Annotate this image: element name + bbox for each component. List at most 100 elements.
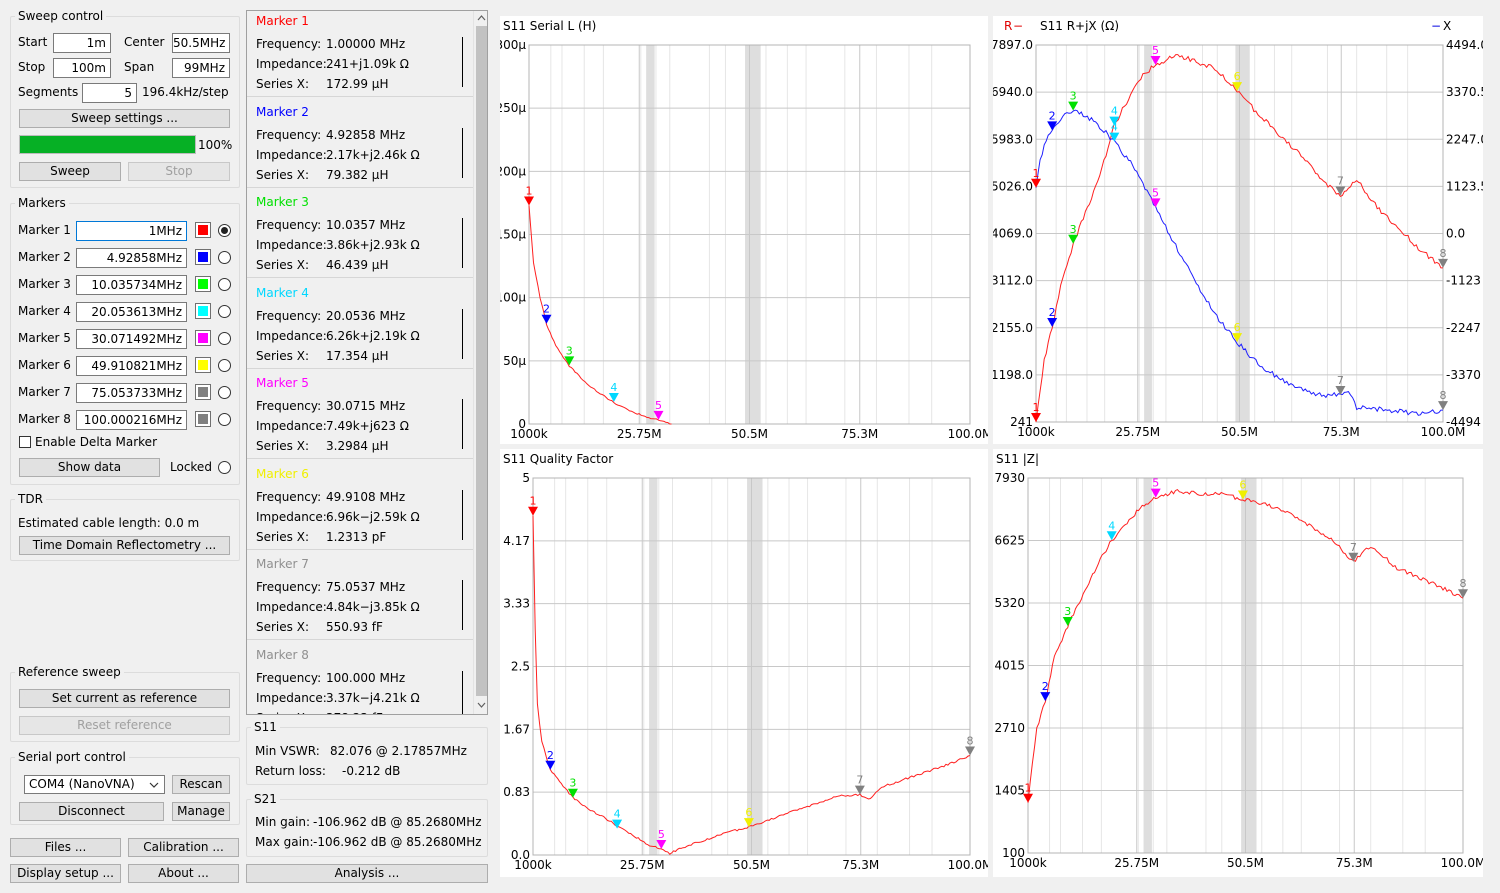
marker-8-color-button[interactable] [195,411,211,427]
about-button[interactable]: About ... [128,864,239,883]
rescan-button[interactable]: Rescan [172,775,230,794]
manage-button[interactable]: Manage [172,802,230,821]
impedance-marker-label-7: 7 [1350,541,1357,554]
impedance-marker-1[interactable] [1023,793,1033,803]
quality-marker-6[interactable] [743,818,754,828]
marker-2-frequency-field[interactable]: 4.92858MHz [76,248,187,268]
quality-marker-2[interactable] [545,760,556,770]
scroll-up-icon[interactable] [474,11,488,25]
marker-2-color-button[interactable] [195,249,211,265]
r-jx-marker-5[interactable] [1150,198,1161,208]
impedance-marker-2[interactable] [1040,692,1051,702]
serial-l-marker-1[interactable] [524,196,534,206]
marker-info-ser-label: Series X: [256,620,309,634]
marker-3-active-radio[interactable] [218,278,231,291]
marker-info-panel[interactable]: Marker 1 Frequency: 1.00000 MHz Impedance: 2… [246,10,488,715]
sweep-settings-button[interactable]: Sweep settings ... [19,109,230,128]
analysis-button[interactable]: Analysis ... [246,864,488,883]
marker-info-scrollbar[interactable] [473,11,488,714]
quality-marker-5[interactable] [656,839,667,849]
r-jx-marker-2[interactable] [1047,318,1058,328]
quality-marker-4[interactable] [612,819,623,829]
chart-serial-l[interactable]: S11 Serial L (H) 0 50μ 100μ 150μ 200μ 250μ 300… [500,16,988,444]
r-jx-marker-1[interactable] [1031,413,1041,422]
marker-5-frequency-field[interactable]: 30.071492MHz [76,329,187,349]
locked-radio[interactable] [218,461,231,474]
quality-marker-1[interactable] [528,506,538,516]
files-button[interactable]: Files ... [10,838,121,857]
set-reference-button[interactable]: Set current as reference [19,689,230,708]
marker-8-frequency-field[interactable]: 100.000216MHz [76,410,187,430]
marker-3-color-button[interactable] [195,276,211,292]
chart-quality-factor[interactable]: S11 Quality Factor 0.0 0.83 1.67 2.5 3.33 4.1… [500,449,988,877]
marker-1-active-radio[interactable] [218,224,231,237]
marker-4-color-button[interactable] [195,303,211,319]
marker-1-color-button[interactable] [195,222,211,238]
stop-field[interactable]: 100m [53,58,111,78]
chart-r-jx[interactable]: R − S11 R+jX (Ω) − X 241 1198.0 2155.0 3112… [993,16,1483,444]
marker-1-frequency-field[interactable]: 1MHz [76,221,187,241]
serial-l-marker-2[interactable] [541,314,552,324]
quality-marker-3[interactable] [567,788,578,798]
show-data-button[interactable]: Show data [19,458,160,477]
start-field[interactable]: 1m [53,33,111,53]
chevron-down-icon [149,782,159,788]
impedance-marker-6[interactable] [1237,490,1248,500]
scroll-thumb[interactable] [476,26,487,696]
r-jx-marker-7[interactable] [1335,186,1346,196]
calibration-button[interactable]: Calibration ... [128,838,239,857]
marker-7-active-radio[interactable] [218,386,231,399]
r-jx-marker-1[interactable] [1031,178,1041,188]
segments-field[interactable]: 5 [82,83,137,103]
r-jx-marker-6[interactable] [1232,333,1243,343]
marker-5-active-radio[interactable] [218,332,231,345]
r-jx-marker-2[interactable] [1047,121,1058,131]
tdr-button[interactable]: Time Domain Reflectometry ... [19,536,230,555]
r-jx-marker-6[interactable] [1232,82,1243,92]
marker-5-color-button[interactable] [195,330,211,346]
marker-4-frequency-field[interactable]: 20.053613MHz [76,302,187,322]
r-jx-marker-8[interactable] [1438,401,1448,411]
r-jx-marker-4[interactable] [1109,132,1120,142]
impedance-marker-4[interactable] [1106,531,1117,541]
chart-r-jx-plot: 2411198.02155.03112.04069.05026.05983.06… [993,38,1483,439]
impedance-marker-3[interactable] [1062,616,1073,626]
marker-6-color-button[interactable] [195,357,211,373]
marker-4-active-radio[interactable] [218,305,231,318]
r-jx-marker-3[interactable] [1068,234,1079,244]
r-jx-marker-5[interactable] [1150,56,1161,66]
stop-button[interactable]: Stop [128,162,230,181]
r-jx-marker-7[interactable] [1335,385,1346,395]
impedance-marker-8[interactable] [1458,589,1468,599]
marker-6-active-radio[interactable] [218,359,231,372]
r-jx-marker-3[interactable] [1068,101,1079,111]
impedance-marker-5[interactable] [1150,488,1161,498]
marker-info-3: Marker 3 Frequency: 10.0357 MHz Impedance: 3… [247,192,473,278]
marker-8-active-radio[interactable] [218,413,231,426]
impedance-marker-7[interactable] [1348,552,1359,562]
marker-info-ser-value: 550.93 fF [326,620,383,634]
marker-7-color-button[interactable] [195,384,211,400]
sweep-button[interactable]: Sweep [19,162,121,181]
marker-7-frequency-field[interactable]: 75.053733MHz [76,383,187,403]
quality-marker-7[interactable] [854,785,865,795]
center-field[interactable]: 50.5MHz [172,33,230,53]
marker-2-active-radio[interactable] [218,251,231,264]
display-setup-button[interactable]: Display setup ... [10,864,121,883]
span-field[interactable]: 99MHz [172,58,230,78]
delta-marker-checkbox[interactable] [19,436,31,448]
serial-l-marker-5[interactable] [653,410,664,420]
r-jx-marker-8[interactable] [1438,258,1448,268]
quality-marker-8[interactable] [965,746,975,756]
reset-reference-button[interactable]: Reset reference [19,716,230,735]
serial-l-marker-3[interactable] [564,356,575,366]
r-jx-y2-tick: 2247.0 [1446,132,1483,146]
marker-3-frequency-field[interactable]: 10.035734MHz [76,275,187,295]
marker-6-frequency-field[interactable]: 49.910821MHz [76,356,187,376]
disconnect-button[interactable]: Disconnect [19,802,164,821]
chart-impedance-mag[interactable]: S11 |Z| 100 1405 2710 4015 5320 6625 7930 1000k… [993,449,1483,877]
scroll-down-icon[interactable] [474,698,488,712]
port-select[interactable]: COM4 (NanoVNA) [24,775,165,794]
r-jx-marker-4[interactable] [1109,116,1120,126]
serial-l-marker-4[interactable] [608,393,619,403]
